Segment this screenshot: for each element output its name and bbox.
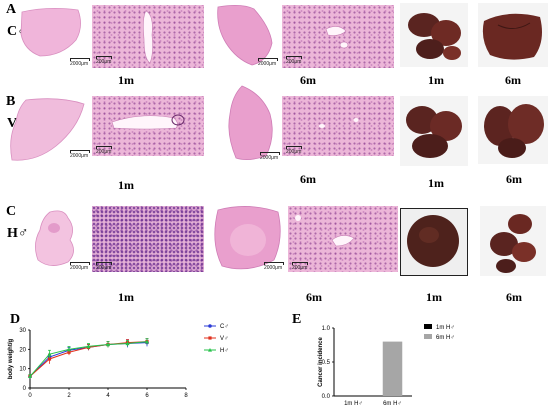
body-weight-chart: 0 2 4 6 8 0 10 20 30 body weight/g C♂ V♂ H♂ — [8, 324, 229, 399]
micrograph-control-1m — [92, 5, 204, 68]
scale-bar-c4: 200μm — [292, 262, 308, 271]
micrograph-h-1m — [92, 206, 204, 272]
y-tick-label: 0 — [23, 386, 27, 392]
scale-bar-a1: 2000μm — [70, 58, 90, 67]
liver-photo-control-1m — [400, 3, 468, 67]
x-tick-label: 2 — [67, 393, 71, 399]
legend-swatch-0 — [424, 324, 432, 329]
y-tick-label: 1.0 — [322, 326, 331, 332]
scale-bar-b2: 200μm — [96, 146, 112, 155]
group-label-h: H♂ — [7, 226, 29, 241]
liver-section-h-6m — [208, 202, 284, 274]
scale-bar-b3: 2000μm — [260, 152, 280, 161]
y-tick-label: 0.0 — [322, 394, 331, 400]
time-label-b-photo-6m: 6m — [506, 172, 522, 186]
time-label-b-1m: 1m — [118, 178, 134, 192]
micrograph-vehicle-1m — [92, 96, 204, 156]
time-label-a-1m: 1m — [118, 73, 134, 87]
liver-photo-control-6m — [478, 3, 548, 67]
panel-label-a: A — [6, 2, 17, 17]
y-tick-label: 10 — [19, 367, 26, 373]
x-tick-label: 6m H♂ — [383, 401, 402, 407]
legend-label-1: V♂ — [220, 336, 229, 342]
legend-marker — [208, 336, 212, 340]
legend-label-2: H♂ — [220, 348, 229, 354]
x-tick-label: 0 — [28, 393, 32, 399]
data-point — [86, 344, 91, 349]
x-tick-label: 4 — [106, 393, 110, 399]
scale-bar-a2: 200μm — [96, 56, 112, 65]
data-point — [67, 350, 71, 354]
scale-bar-b4: 200μm — [286, 146, 302, 155]
x-tick-label: 8 — [184, 393, 188, 399]
y-tick-label: 20 — [19, 347, 26, 353]
y-tick-label: 30 — [19, 328, 26, 334]
time-label-b-photo-1m: 1m — [428, 176, 444, 190]
scale-bar-c1: 2000μm — [70, 262, 90, 271]
data-point — [67, 347, 71, 351]
y-axis-label: body weight/g — [8, 339, 14, 380]
data-point — [47, 352, 52, 356]
bar-1 — [382, 341, 403, 396]
legend-label-1: 6m H♂ — [436, 335, 455, 341]
time-label-c-6m: 6m — [306, 290, 322, 304]
time-label-a-6m: 6m — [300, 73, 316, 87]
time-label-a-photo-6m: 6m — [505, 73, 521, 87]
time-label-c-photo-1m: 1m — [426, 290, 442, 304]
scale-bar-a3: 2000μm — [258, 58, 278, 67]
panel-label-b: B — [6, 94, 16, 109]
scale-bar-c3: 2000μm — [264, 262, 284, 271]
liver-photo-vehicle-1m — [400, 96, 468, 166]
liver-section-vehicle-1m — [6, 94, 88, 166]
legend-label-0: C♂ — [220, 324, 229, 330]
liver-section-vehicle-6m — [218, 84, 278, 164]
time-label-b-6m: 6m — [300, 172, 316, 186]
y-axis-label: Cancer incidence — [318, 336, 324, 386]
time-label-c-photo-6m: 6m — [506, 290, 522, 304]
liver-photo-h-1m — [400, 208, 468, 276]
legend-label-0: 1m H♂ — [436, 325, 455, 331]
scale-bar-b1: 2000μm — [70, 150, 90, 159]
data-point — [145, 339, 149, 344]
liver-section-control-1m — [18, 6, 86, 60]
time-label-c-1m: 1m — [118, 290, 134, 304]
panel-label-e: E — [292, 312, 302, 327]
legend-marker — [208, 348, 212, 352]
panel-label-c: C — [6, 204, 17, 219]
scale-bar-a4: 200μm — [286, 56, 302, 65]
x-tick-label: 1m H♂ — [344, 401, 363, 407]
data-point — [28, 374, 32, 378]
data-point — [106, 342, 110, 347]
data-point — [125, 341, 130, 346]
time-label-a-photo-1m: 1m — [428, 73, 444, 87]
liver-photo-vehicle-6m — [478, 96, 548, 164]
micrograph-h-6m — [288, 206, 398, 272]
liver-section-h-1m — [30, 208, 90, 274]
x-tick-label: 6 — [145, 393, 149, 399]
data-point — [47, 357, 52, 361]
cancer-incidence-chart: 0.0 0.5 1.0 Cancer incidence 1m H♂ 6m H♂ 1m H♂… — [318, 324, 455, 407]
liver-photo-h-6m — [480, 206, 546, 276]
legend-swatch-1 — [424, 334, 432, 339]
scale-bar-c2: 200μm — [96, 262, 112, 271]
legend-marker — [208, 324, 212, 328]
liver-section-control-6m — [212, 3, 278, 69]
y-tick-label: 0.5 — [322, 360, 331, 366]
micrograph-control-6m — [282, 5, 394, 68]
panel-label-d: D — [10, 312, 21, 327]
